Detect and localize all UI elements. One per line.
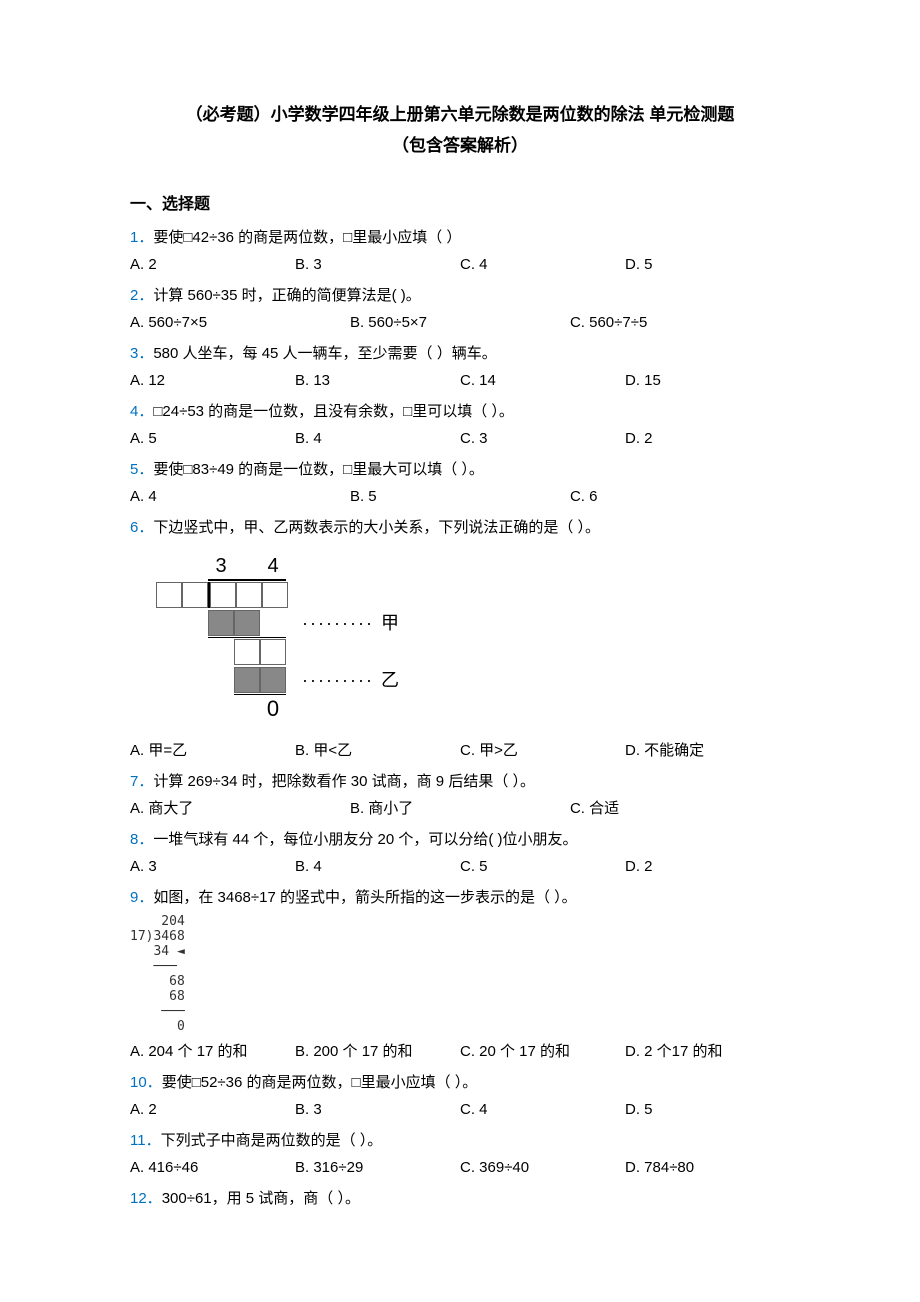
question-number: 2． xyxy=(130,287,153,304)
question-number: 9． xyxy=(130,889,153,906)
question: 2．计算 560÷35 时，正确的简便算法是( )。 A. 560÷7×5B. 5… xyxy=(130,282,790,336)
option: B. 316÷29 xyxy=(295,1154,460,1181)
option: A. 12 xyxy=(130,367,295,394)
options-row: A. 204 个 17 的和B. 200 个 17 的和C. 20 个 17 的… xyxy=(130,1038,790,1065)
question-text: 一堆气球有 44 个，每位小朋友分 20 个，可以分给( )位小朋友。 xyxy=(153,831,577,848)
option: D. 2 xyxy=(625,853,790,880)
question: 7．计算 269÷34 时，把除数看作 30 试商，商 9 后结果（ ）。 A. … xyxy=(130,768,790,822)
title-line2: （包含答案解析） xyxy=(130,131,790,162)
option: B. 4 xyxy=(295,853,460,880)
options-row: A. 3B. 4C. 5D. 2 xyxy=(130,853,790,880)
options-row: A. 5B. 4C. 3D. 2 xyxy=(130,425,790,452)
section-heading: 一、选择题 xyxy=(130,191,790,220)
option: B. 13 xyxy=(295,367,460,394)
title-line1: （必考题）小学数学四年级上册第六单元除数是两位数的除法 单元检测题 xyxy=(130,100,790,131)
question-text: 要使□42÷36 的商是两位数，□里最小应填（ ） xyxy=(153,229,461,246)
option: A. 3 xyxy=(130,853,295,880)
question: 6．下边竖式中，甲、乙两数表示的大小关系，下列说法正确的是（ ）。 34·····… xyxy=(130,514,790,764)
question-number: 11． xyxy=(130,1132,161,1149)
option: A. 560÷7×5 xyxy=(130,309,350,336)
option: D. 2 xyxy=(625,425,790,452)
question: 8．一堆气球有 44 个，每位小朋友分 20 个，可以分给( )位小朋友。 A. … xyxy=(130,826,790,880)
question-text: 下边竖式中，甲、乙两数表示的大小关系，下列说法正确的是（ ）。 xyxy=(153,519,600,536)
option: D. 784÷80 xyxy=(625,1154,790,1181)
option: B. 4 xyxy=(295,425,460,452)
option: D. 不能确定 xyxy=(625,737,790,764)
option: A. 2 xyxy=(130,1096,295,1123)
option: C. 4 xyxy=(460,1096,625,1123)
option: D. 2 个17 的和 xyxy=(625,1038,790,1065)
option: D. 5 xyxy=(625,251,790,278)
question-number: 4． xyxy=(130,403,153,420)
question-text: 300÷61，用 5 试商，商（ ）。 xyxy=(162,1190,360,1207)
question: 10．要使□52÷36 的商是两位数，□里最小应填（ ）。 A. 2B. 3C. … xyxy=(130,1069,790,1123)
question: 11．下列式子中商是两位数的是（ ）。 A. 416÷46B. 316÷29C. … xyxy=(130,1127,790,1181)
question-number: 7． xyxy=(130,773,153,790)
question-number: 10． xyxy=(130,1074,162,1091)
question: 9．如图，在 3468÷17 的竖式中，箭头所指的这一步表示的是（ ）。 204… xyxy=(130,884,790,1066)
question-number: 6． xyxy=(130,519,153,536)
question-text: 580 人坐车，每 45 人一辆车，至少需要（ ）辆车。 xyxy=(153,345,496,362)
question-text: 下列式子中商是两位数的是（ ）。 xyxy=(161,1132,383,1149)
options-row: A. 416÷46B. 316÷29C. 369÷40D. 784÷80 xyxy=(130,1154,790,1181)
question-text: 要使□52÷36 的商是两位数，□里最小应填（ ）。 xyxy=(162,1074,478,1091)
option: C. 合适 xyxy=(570,795,790,822)
option: B. 560÷5×7 xyxy=(350,309,570,336)
option: C. 14 xyxy=(460,367,625,394)
option: A. 416÷46 xyxy=(130,1154,295,1181)
question-text: □24÷53 的商是一位数，且没有余数，□里可以填（ ）。 xyxy=(153,403,514,420)
option: C. 甲>乙 xyxy=(460,737,625,764)
options-row: A. 2B. 3C. 4D. 5 xyxy=(130,251,790,278)
options-row: A. 甲=乙B. 甲<乙C. 甲>乙D. 不能确定 xyxy=(130,737,790,764)
option: B. 5 xyxy=(350,483,570,510)
option: B. 200 个 17 的和 xyxy=(295,1038,460,1065)
option: B. 甲<乙 xyxy=(295,737,460,764)
question: 3．580 人坐车，每 45 人一辆车，至少需要（ ）辆车。 A. 12B. 13… xyxy=(130,340,790,394)
options-row: A. 2B. 3C. 4D. 5 xyxy=(130,1096,790,1123)
options-row: A. 4B. 5C. 6 xyxy=(130,483,790,510)
option: A. 商大了 xyxy=(130,795,350,822)
options-row: A. 商大了B. 商小了C. 合适 xyxy=(130,795,790,822)
question: 12．300÷61，用 5 试商，商（ ）。 xyxy=(130,1185,790,1212)
question: 5．要使□83÷49 的商是一位数，□里最大可以填（ ）。 A. 4B. 5C. … xyxy=(130,456,790,510)
page-title: （必考题）小学数学四年级上册第六单元除数是两位数的除法 单元检测题 （包含答案解… xyxy=(130,100,790,161)
option: B. 3 xyxy=(295,251,460,278)
options-row: A. 12B. 13C. 14D. 15 xyxy=(130,367,790,394)
question: 1．要使□42÷36 的商是两位数，□里最小应填（ ） A. 2B. 3C. 4D… xyxy=(130,224,790,278)
option: A. 204 个 17 的和 xyxy=(130,1038,295,1065)
option: C. 6 xyxy=(570,483,790,510)
questions-container: 1．要使□42÷36 的商是两位数，□里最小应填（ ）A. 2B. 3C. 4D… xyxy=(130,224,790,1213)
option: C. 3 xyxy=(460,425,625,452)
option: B. 商小了 xyxy=(350,795,570,822)
small-longdiv-figure: 204 17)3468 34 ◄ ─── 68 68 ─── 0 xyxy=(130,915,790,1035)
question-number: 1． xyxy=(130,229,153,246)
question-text: 计算 560÷35 时，正确的简便算法是( )。 xyxy=(153,287,420,304)
option: C. 5 xyxy=(460,853,625,880)
option: B. 3 xyxy=(295,1096,460,1123)
question-number: 8． xyxy=(130,831,153,848)
option: C. 369÷40 xyxy=(460,1154,625,1181)
option: A. 2 xyxy=(130,251,295,278)
option: D. 5 xyxy=(625,1096,790,1123)
question: 4．□24÷53 的商是一位数，且没有余数，□里可以填（ ）。 A. 5B. 4C… xyxy=(130,398,790,452)
option: C. 560÷7÷5 xyxy=(570,309,790,336)
option: A. 5 xyxy=(130,425,295,452)
option: C. 4 xyxy=(460,251,625,278)
longdiv-figure: 34········· 甲········· 乙0 xyxy=(150,547,790,731)
option: D. 15 xyxy=(625,367,790,394)
options-row: A. 560÷7×5B. 560÷5×7C. 560÷7÷5 xyxy=(130,309,790,336)
question-number: 12． xyxy=(130,1190,162,1207)
option: C. 20 个 17 的和 xyxy=(460,1038,625,1065)
question-text: 计算 269÷34 时，把除数看作 30 试商，商 9 后结果（ ）。 xyxy=(153,773,535,790)
question-text: 如图，在 3468÷17 的竖式中，箭头所指的这一步表示的是（ ）。 xyxy=(153,889,576,906)
question-number: 3． xyxy=(130,345,153,362)
option: A. 甲=乙 xyxy=(130,737,295,764)
option: A. 4 xyxy=(130,483,350,510)
question-number: 5． xyxy=(130,461,153,478)
question-text: 要使□83÷49 的商是一位数，□里最大可以填（ ）。 xyxy=(153,461,484,478)
